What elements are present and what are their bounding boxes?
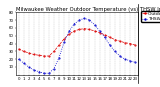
Legend: Outdoor Temp, THSW Index: Outdoor Temp, THSW Index — [141, 11, 160, 22]
Text: Milwaukee Weather Outdoor Temperature (vs) THSW Index per Hour (Last 24 Hours): Milwaukee Weather Outdoor Temperature (v… — [16, 7, 160, 12]
